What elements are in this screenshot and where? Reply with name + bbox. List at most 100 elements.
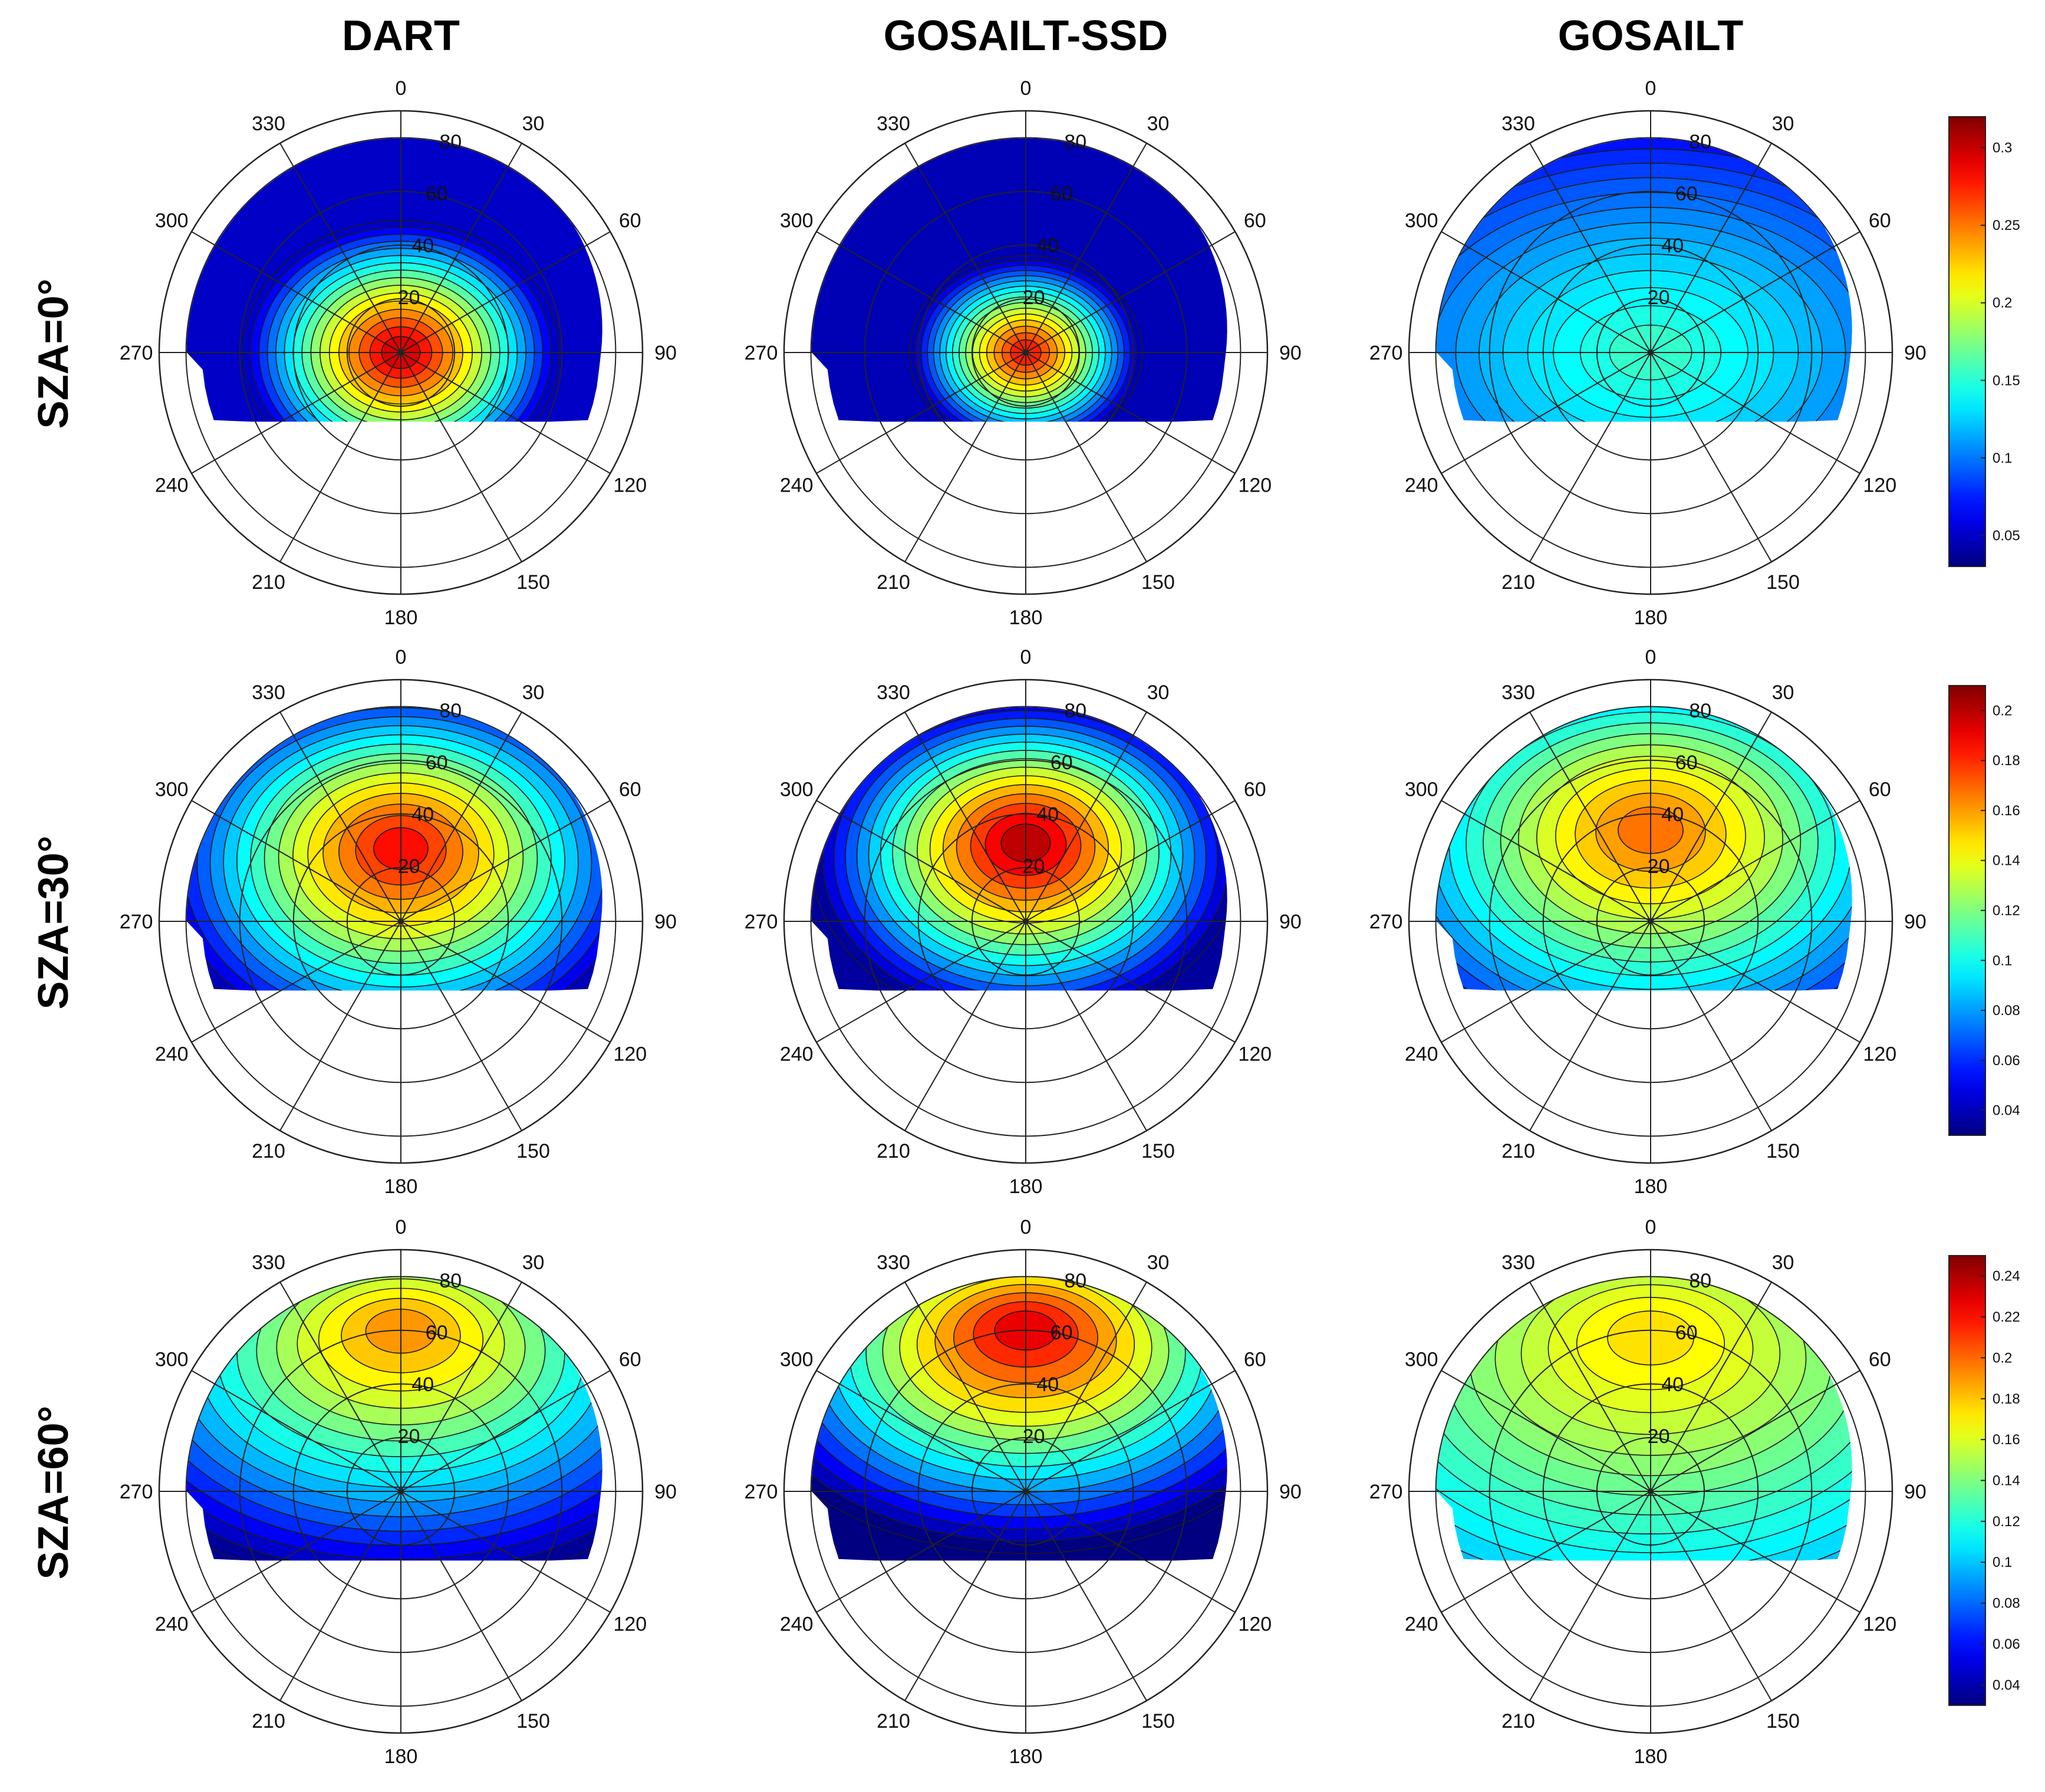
azimuth-tick-label: 180 — [384, 607, 418, 629]
azimuth-tick-label: 240 — [155, 1613, 189, 1636]
azimuth-spoke — [400, 800, 611, 922]
azimuth-tick-label: 120 — [1863, 1043, 1896, 1066]
pole-marker — [398, 350, 404, 355]
azimuth-spoke — [1650, 921, 1772, 1131]
azimuth-tick-label: 150 — [1141, 1710, 1175, 1732]
colorbar-SZA=0°: 0.05 0.1 0.15 0.2 0.25 0.3 — [1948, 116, 2020, 567]
azimuth-tick-label: 270 — [1369, 1481, 1403, 1503]
colorbar-tick-label: 0.1 — [1993, 450, 2012, 466]
azimuth-tick-label: 330 — [877, 113, 910, 135]
azimuth-spoke — [816, 800, 1026, 922]
zenith-tick-label: 40 — [1661, 235, 1684, 257]
azimuth-tick-label: 330 — [877, 681, 910, 704]
azimuth-tick-label: 60 — [619, 779, 641, 801]
azimuth-tick-label: 210 — [877, 571, 910, 594]
azimuth-tick-label: 150 — [1141, 571, 1175, 594]
azimuth-spoke — [191, 921, 401, 1043]
azimuth-tick-label: 180 — [1634, 1175, 1668, 1198]
azimuth-tick-label: 150 — [1766, 1710, 1800, 1732]
zenith-tick-label: 80 — [439, 131, 462, 153]
azimuth-spoke — [904, 1491, 1026, 1701]
azimuth-tick-label: 90 — [1904, 1481, 1927, 1503]
colorbar-tick-label: 0.24 — [1993, 1269, 2020, 1284]
azimuth-spoke — [279, 921, 401, 1131]
azimuth-spoke — [400, 1491, 611, 1613]
azimuth-tick-label: 90 — [654, 911, 677, 933]
zenith-tick-label: 20 — [1648, 286, 1670, 309]
zenith-tick-label: 20 — [1023, 286, 1045, 309]
zenith-tick-label: 60 — [426, 752, 448, 774]
colorbar-tick-label: 0.1 — [1993, 1554, 2012, 1570]
azimuth-tick-label: 150 — [516, 1140, 550, 1162]
azimuth-spoke — [191, 800, 401, 922]
polar-panel-gosailt-ssd-sza-30: 0 30 60 90 120 150 180 210 240 270 300 330 20 40 60 80 — [745, 646, 1302, 1198]
azimuth-tick-label: 120 — [1863, 1613, 1896, 1636]
azimuth-spoke — [1529, 921, 1651, 1131]
azimuth-spoke — [816, 1370, 1026, 1492]
row-title-sza-60: SZA=60° — [30, 1406, 77, 1580]
azimuth-tick-label: 0 — [396, 646, 407, 668]
azimuth-spoke — [904, 352, 1026, 562]
zenith-tick-label: 20 — [398, 855, 420, 878]
azimuth-spoke — [1650, 231, 1860, 353]
azimuth-tick-label: 150 — [516, 1710, 550, 1732]
azimuth-tick-label: 90 — [654, 342, 677, 364]
colorbar-tick-label: 0.06 — [1993, 1053, 2020, 1069]
zenith-tick-label: 80 — [1064, 700, 1086, 722]
azimuth-tick-label: 120 — [613, 1043, 647, 1066]
azimuth-spoke — [816, 352, 1026, 474]
azimuth-tick-label: 300 — [1405, 779, 1438, 801]
pole-marker — [1648, 1488, 1654, 1494]
colorbar-tick-label: 0.18 — [1993, 753, 2020, 769]
azimuth-spoke — [1650, 1491, 1860, 1613]
azimuth-spoke — [1529, 1491, 1651, 1701]
azimuth-tick-label: 30 — [1147, 681, 1170, 704]
azimuth-tick-label: 180 — [1009, 1745, 1043, 1768]
zenith-tick-label: 60 — [1675, 752, 1698, 774]
azimuth-tick-label: 0 — [1645, 1216, 1657, 1238]
azimuth-tick-label: 90 — [654, 1481, 677, 1503]
column-title-dart: DART — [342, 12, 460, 60]
azimuth-spoke — [191, 231, 401, 353]
colorbar-tick-label: 0.16 — [1993, 803, 2020, 819]
azimuth-spoke — [191, 352, 401, 474]
colorbar-tick-label: 0.04 — [1993, 1677, 2020, 1693]
azimuth-spoke — [1529, 711, 1651, 922]
azimuth-tick-label: 270 — [745, 1481, 778, 1503]
pole-marker — [1023, 918, 1029, 924]
azimuth-tick-label: 180 — [384, 1745, 418, 1768]
azimuth-tick-label: 330 — [252, 113, 285, 135]
azimuth-spoke — [1650, 921, 1860, 1043]
azimuth-tick-label: 30 — [522, 681, 545, 704]
azimuth-tick-label: 210 — [1501, 1710, 1535, 1732]
colorbar-gradient — [1948, 685, 1986, 1136]
azimuth-tick-label: 60 — [619, 1349, 641, 1371]
polar-panel-dart-sza-60: 0 30 60 90 120 150 180 210 240 270 300 330 20 40 60 80 — [120, 1216, 677, 1768]
zenith-tick-label: 80 — [1064, 131, 1086, 153]
azimuth-tick-label: 300 — [155, 1349, 189, 1371]
zenith-tick-label: 60 — [1051, 752, 1073, 774]
azimuth-tick-label: 0 — [1020, 1216, 1032, 1238]
azimuth-spoke — [279, 711, 401, 922]
azimuth-spoke — [1650, 800, 1860, 922]
azimuth-tick-label: 300 — [155, 779, 189, 801]
brf-contour-fill — [811, 137, 1228, 423]
azimuth-spoke — [1025, 143, 1147, 353]
azimuth-tick-label: 240 — [155, 475, 189, 497]
pole-marker — [1023, 350, 1029, 355]
zenith-tick-label: 60 — [426, 1322, 448, 1344]
azimuth-spoke — [400, 711, 522, 922]
azimuth-tick-label: 60 — [1869, 779, 1891, 801]
colorbar-tick-label: 0.04 — [1993, 1103, 2020, 1119]
azimuth-tick-label: 330 — [1501, 1251, 1535, 1274]
azimuth-tick-label: 330 — [1501, 113, 1535, 135]
azimuth-tick-label: 270 — [120, 342, 153, 364]
azimuth-tick-label: 0 — [1020, 77, 1032, 100]
polar-panel-gosailt-ssd-sza-60: 0 30 60 90 120 150 180 210 240 270 300 330 20 40 60 80 — [745, 1216, 1302, 1768]
colorbar-tick-label: 0.3 — [1993, 140, 2012, 156]
azimuth-spoke — [1650, 352, 1772, 562]
colorbar-tick-label: 0.14 — [1993, 853, 2020, 869]
azimuth-tick-label: 210 — [877, 1140, 910, 1162]
colorbar-tick-label: 0.2 — [1993, 295, 2012, 311]
